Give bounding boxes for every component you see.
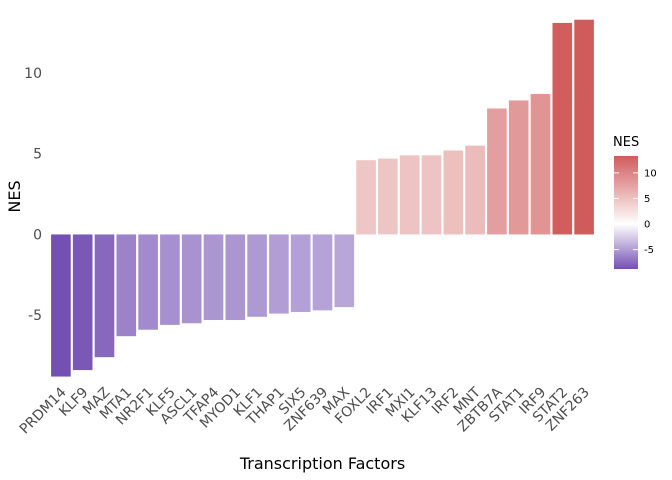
y-axis-ticks: -5 0 5 10 <box>24 66 42 324</box>
bar-znf263 <box>574 19 594 235</box>
legend-tick-label: -5 <box>644 245 654 256</box>
bar-tfap4 <box>203 234 224 321</box>
bar-max <box>334 234 355 308</box>
bar-prdm14 <box>51 234 71 377</box>
bar-mta1 <box>116 234 137 337</box>
bar-znf639 <box>312 234 333 311</box>
bar-foxl2 <box>356 160 376 235</box>
bar-stat1 <box>508 100 529 235</box>
bar-mnt <box>465 145 485 235</box>
legend-ticks: 10 5 0 -5 <box>614 168 657 256</box>
bar-myod1 <box>225 234 246 321</box>
y-axis-title: NES <box>5 180 24 212</box>
bar-ascl1 <box>181 234 202 324</box>
y-tick-label: -5 <box>28 308 42 324</box>
bar-klf13 <box>421 155 442 235</box>
x-axis-tick-labels: PRDM14KLF9MAZMTA1NR2F1KLF5ASCL1TFAP4MYOD… <box>17 384 593 437</box>
bar-irf1 <box>378 158 398 235</box>
y-tick-label: 0 <box>33 227 42 243</box>
bar-klf9 <box>72 234 93 371</box>
bars <box>51 19 594 377</box>
legend-colorbar <box>614 156 638 269</box>
bar-nr2f1 <box>138 234 158 330</box>
bar-mxi1 <box>399 155 420 235</box>
bar-klf5 <box>160 234 180 325</box>
legend-tick-label: 0 <box>644 220 650 231</box>
bar-irf9 <box>530 93 551 235</box>
bar-zbtb7a <box>487 108 507 235</box>
y-tick-label: 5 <box>33 147 42 163</box>
bar-six5 <box>290 234 311 312</box>
bar-stat2 <box>552 22 573 235</box>
color-legend: NES 10 5 0 -5 <box>613 135 657 269</box>
x-axis-title: Transcription Factors <box>239 454 405 473</box>
legend-title: NES <box>613 135 639 150</box>
legend-tick-label: 10 <box>644 168 657 179</box>
bar-thap1 <box>269 234 289 314</box>
bar-klf1 <box>247 234 267 317</box>
legend-tick-label: 5 <box>644 194 650 205</box>
y-tick-label: 10 <box>24 66 42 82</box>
bar-maz <box>94 234 115 358</box>
bar-irf2 <box>443 150 464 235</box>
